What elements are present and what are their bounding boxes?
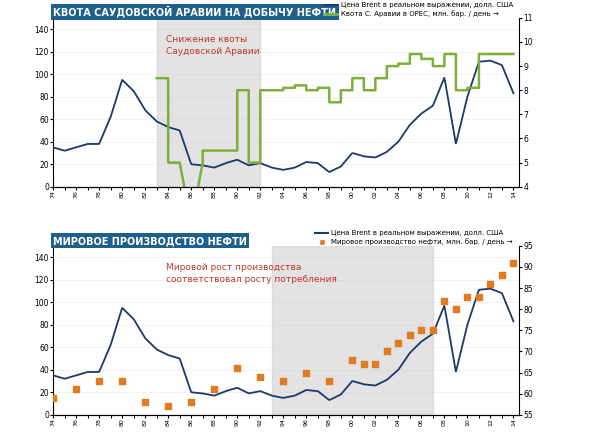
Point	[255, 373, 265, 380]
Point	[117, 377, 127, 384]
Point	[440, 297, 449, 304]
Point	[71, 386, 81, 393]
Point	[486, 280, 495, 287]
Point	[394, 339, 403, 347]
Point	[324, 377, 334, 384]
Point	[209, 386, 219, 393]
Point	[232, 365, 242, 372]
Text: МИРОВОЕ ПРОИЗВОДСТВО НЕФТИ: МИРОВОЕ ПРОИЗВОДСТВО НЕФТИ	[53, 236, 247, 246]
Point	[417, 327, 426, 334]
Point	[186, 399, 196, 406]
Point	[94, 377, 104, 384]
Point	[301, 369, 311, 376]
Point	[474, 293, 484, 300]
Point	[371, 360, 380, 368]
Text: Мировой рост производства
соответствовал росту потребления: Мировой рост производства соответствовал…	[166, 263, 337, 284]
Point	[48, 394, 58, 401]
Bar	[272, 246, 433, 415]
Point	[382, 348, 392, 355]
Point	[463, 293, 472, 300]
Point	[509, 259, 518, 266]
Point	[278, 377, 288, 384]
Point	[348, 356, 357, 363]
Point	[359, 360, 369, 368]
Point	[451, 306, 461, 313]
Legend: Цена Brent в реальном выражении, долл. США, Мировое производство нефти, млн. бар: Цена Brent в реальном выражении, долл. С…	[313, 227, 516, 248]
Legend: Цена Brent в реальном выражении, долл. США, Квота С. Аравии в ОРЕС, млн. бар. / : Цена Brent в реальном выражении, долл. С…	[322, 0, 516, 20]
Point	[140, 399, 150, 406]
Text: КВОТА САУДОВСКОЙ АРАВИИ НА ДОБЫЧУ НЕФТИ: КВОТА САУДОВСКОЙ АРАВИИ НА ДОБЫЧУ НЕФТИ	[53, 6, 336, 18]
Text: Снижение квоты
Саудовской Аравии: Снижение квоты Саудовской Аравии	[166, 35, 260, 56]
Point	[428, 327, 438, 334]
Point	[405, 331, 415, 338]
Point	[497, 272, 507, 279]
Point	[163, 403, 173, 410]
Bar	[157, 18, 260, 187]
